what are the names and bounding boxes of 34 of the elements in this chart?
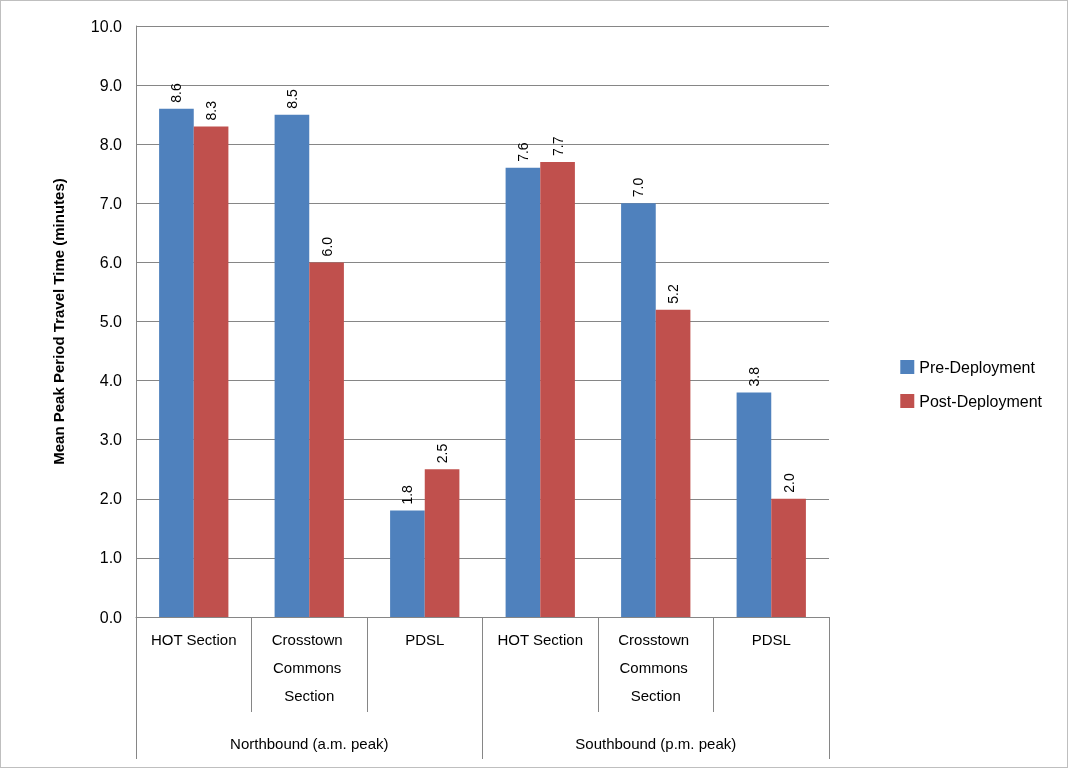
y-tick-label: 1.0 — [99, 549, 123, 567]
x-tick-label: HOT Section — [497, 630, 584, 648]
y-tick-label: 7.0 — [99, 194, 123, 212]
data-label: 6.0 — [318, 236, 335, 257]
y-tick-label: 2.0 — [99, 490, 123, 508]
data-label: 2.5 — [434, 443, 451, 464]
legend-label: Post-Deployment — [919, 392, 1043, 410]
y-tick-label: 4.0 — [99, 372, 123, 390]
data-label: 7.0 — [630, 177, 647, 198]
data-label: 3.8 — [745, 366, 762, 387]
x-tick-label: PDSL — [751, 630, 791, 648]
data-label: 7.6 — [514, 142, 531, 162]
data-label: 5.2 — [665, 284, 682, 304]
data-label: 7.7 — [549, 136, 566, 156]
y-tick-label: 5.0 — [99, 313, 123, 330]
x-tick-label: PDSL — [405, 630, 445, 648]
y-tick-label: 9.0 — [99, 76, 123, 94]
data-label: 8.3 — [203, 100, 220, 121]
data-label: 8.6 — [168, 83, 185, 103]
y-axis-title: Mean Peak Period Travel Time (minutes) — [50, 178, 67, 465]
data-label: 2.0 — [780, 473, 797, 493]
x-tick-label: Crosstown Commons Section — [271, 630, 347, 704]
y-tick-label: 3.0 — [99, 431, 123, 449]
text: Southbound (p.m. peak) — [575, 735, 737, 752]
y-tick-label: 10.0 — [90, 17, 123, 35]
legend-label: Pre-Deployment — [919, 358, 1036, 376]
y-tick-label: 8.0 — [99, 135, 123, 153]
x-tick-label: Crosstown Commons Section — [618, 630, 694, 704]
text: Northbound (a.m. peak) — [230, 735, 389, 752]
x-tick-label: HOT Section — [150, 630, 237, 648]
data-label: 8.5 — [283, 88, 300, 109]
data-label: 1.8 — [399, 484, 416, 505]
y-tick-label: 0.0 — [99, 608, 123, 626]
y-tick-label: 6.0 — [99, 253, 123, 271]
